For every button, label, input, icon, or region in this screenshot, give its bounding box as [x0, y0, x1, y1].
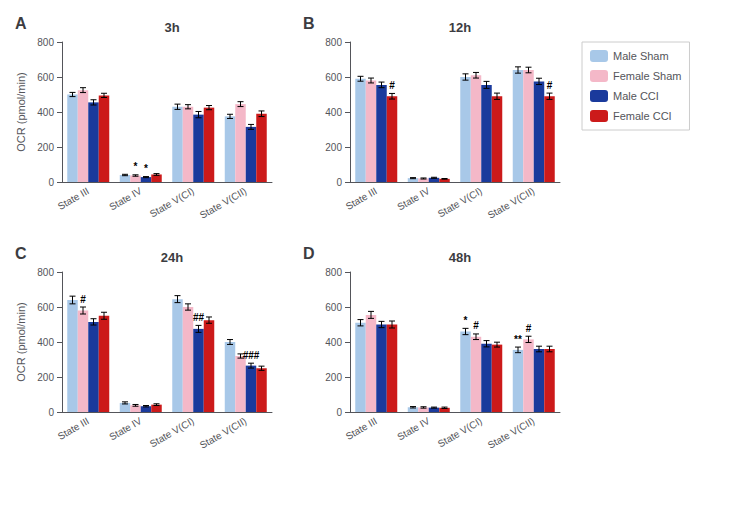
- svg-text:24h: 24h: [161, 250, 183, 265]
- svg-text:400: 400: [325, 107, 342, 118]
- svg-text:600: 600: [37, 72, 54, 83]
- svg-text:*: *: [144, 163, 148, 174]
- svg-text:###: ###: [243, 350, 260, 361]
- svg-text:State III: State III: [344, 185, 379, 212]
- svg-text:200: 200: [325, 372, 342, 383]
- svg-text:600: 600: [37, 302, 54, 313]
- svg-text:##: ##: [193, 312, 205, 323]
- svg-text:State III: State III: [56, 185, 91, 212]
- svg-text:State V(CI): State V(CI): [148, 185, 196, 219]
- svg-text:State III: State III: [56, 415, 91, 442]
- svg-text:200: 200: [37, 142, 54, 153]
- svg-text:Female Sham: Female Sham: [613, 70, 681, 82]
- svg-text:400: 400: [37, 337, 54, 348]
- svg-text:Male CCI: Male CCI: [613, 90, 659, 102]
- svg-text:OCR (pmol/min): OCR (pmol/min): [15, 72, 27, 151]
- svg-text:State V(CII): State V(CII): [486, 185, 537, 221]
- svg-text:OCR (pmol/min): OCR (pmol/min): [15, 302, 27, 381]
- svg-text:State V(CII): State V(CII): [198, 415, 249, 451]
- svg-text:#: #: [473, 320, 479, 331]
- svg-text:State IV: State IV: [107, 415, 144, 442]
- svg-text:600: 600: [325, 302, 342, 313]
- svg-text:State V(CII): State V(CII): [198, 185, 249, 221]
- svg-text:C: C: [15, 245, 27, 262]
- svg-text:800: 800: [37, 37, 54, 48]
- svg-text:State IV: State IV: [395, 415, 432, 442]
- svg-text:0: 0: [48, 407, 54, 418]
- svg-text:#: #: [80, 294, 86, 305]
- svg-text:#: #: [547, 80, 553, 91]
- svg-text:0: 0: [48, 177, 54, 188]
- svg-text:State V(CI): State V(CI): [436, 415, 484, 449]
- svg-text:200: 200: [37, 372, 54, 383]
- svg-text:800: 800: [325, 267, 342, 278]
- svg-text:Male Sham: Male Sham: [613, 50, 669, 62]
- svg-text:0: 0: [336, 407, 342, 418]
- svg-text:State IV: State IV: [107, 185, 144, 212]
- svg-text:0: 0: [336, 177, 342, 188]
- svg-text:200: 200: [325, 142, 342, 153]
- svg-text:A: A: [15, 15, 27, 32]
- svg-text:800: 800: [325, 37, 342, 48]
- svg-text:#: #: [389, 80, 395, 91]
- svg-text:48h: 48h: [449, 250, 471, 265]
- svg-text:State V(CII): State V(CII): [486, 415, 537, 451]
- svg-text:800: 800: [37, 267, 54, 278]
- svg-text:Female CCI: Female CCI: [613, 110, 672, 122]
- svg-text:600: 600: [325, 72, 342, 83]
- svg-text:400: 400: [37, 107, 54, 118]
- svg-text:State V(CI): State V(CI): [148, 415, 196, 449]
- svg-text:State V(CI): State V(CI): [436, 185, 484, 219]
- svg-text:3h: 3h: [164, 20, 179, 35]
- svg-text:*: *: [134, 161, 138, 172]
- svg-text:State IV: State IV: [395, 185, 432, 212]
- svg-text:*: *: [464, 315, 468, 326]
- svg-text:B: B: [303, 15, 315, 32]
- svg-text:D: D: [303, 245, 315, 262]
- svg-text:State III: State III: [344, 415, 379, 442]
- svg-text:#: #: [526, 323, 532, 334]
- svg-text:400: 400: [325, 337, 342, 348]
- svg-text:12h: 12h: [449, 20, 471, 35]
- svg-text:**: **: [514, 334, 522, 345]
